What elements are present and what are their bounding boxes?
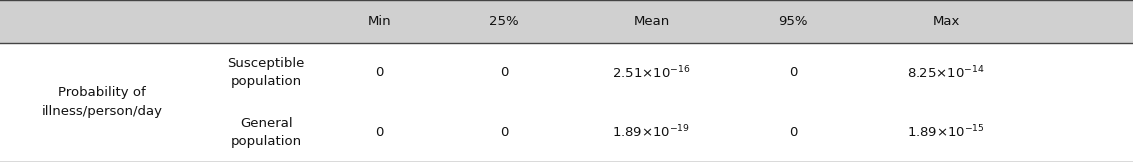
Text: Probability of
illness/person/day: Probability of illness/person/day [42, 87, 162, 118]
Text: Mean: Mean [633, 15, 670, 28]
Text: 0: 0 [375, 126, 384, 139]
Text: 95%: 95% [778, 15, 808, 28]
Text: 2.51×10$^{-16}$: 2.51×10$^{-16}$ [612, 64, 691, 81]
Text: Max: Max [932, 15, 960, 28]
Text: 8.25×10$^{-14}$: 8.25×10$^{-14}$ [908, 64, 985, 81]
Text: 25%: 25% [489, 15, 519, 28]
Text: 1.89×10$^{-19}$: 1.89×10$^{-19}$ [613, 124, 690, 140]
Bar [0, 0, 1133, 43]
Text: 0: 0 [789, 66, 798, 79]
Text: 0: 0 [789, 126, 798, 139]
Bar [0, 43, 1133, 162]
Text: 1.89×10$^{-15}$: 1.89×10$^{-15}$ [908, 124, 985, 140]
Text: Min: Min [368, 15, 391, 28]
Text: General
population: General population [231, 117, 301, 148]
Text: 0: 0 [500, 126, 509, 139]
Text: 0: 0 [500, 66, 509, 79]
Text: 0: 0 [375, 66, 384, 79]
Text: Susceptible
population: Susceptible population [228, 57, 305, 88]
